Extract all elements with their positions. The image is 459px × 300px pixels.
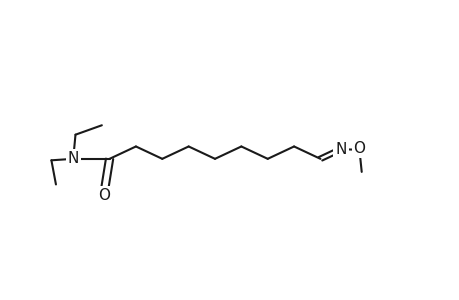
Text: N: N	[67, 151, 79, 166]
Text: N: N	[335, 142, 346, 157]
Text: O: O	[98, 188, 110, 203]
Text: O: O	[353, 141, 364, 156]
